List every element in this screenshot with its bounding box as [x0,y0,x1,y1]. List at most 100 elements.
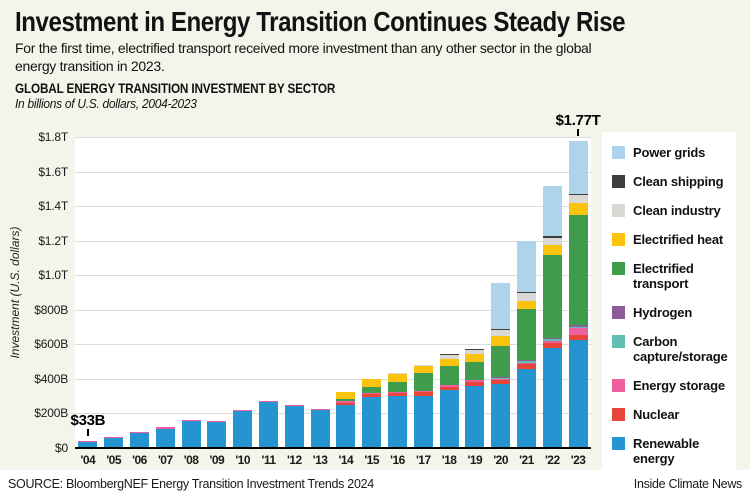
bar-09 [207,420,227,448]
bar-segment-nuclear [388,393,407,397]
bar-segment-electrified-transport [388,382,407,392]
bar-segment-energy-storage [155,427,175,429]
bar-segment-renewable-energy [155,428,175,448]
bar-segment-energy-storage [130,431,149,434]
bar-segment-clean-industry [568,195,588,204]
bar-segment-renewable-energy [517,368,536,448]
bar-segment-electrified-transport [362,386,382,393]
legend-label: Hydrogen [633,305,693,320]
bar-segment-clean-industry [465,349,485,355]
bar-segment-electrified-heat [362,378,382,387]
bar-segment-energy-storage [259,400,278,402]
legend-swatch-icon [612,233,625,246]
y-tick-label: $1.8T [38,130,68,144]
y-tick-label: $600B [34,337,68,352]
y-axis-title: Investment (U.S. dollars) [8,226,22,359]
bar-segment-energy-storage [542,340,562,344]
bar-segment-clean-industry [517,293,536,301]
legend: Power grids Clean shipping Clean industry E… [602,132,736,478]
legend-swatch-icon [612,204,625,217]
bar-segment-clean-shipping [517,292,536,294]
bar-segment-nuclear [413,392,433,396]
bar-04 [78,441,98,448]
x-tick-label: '12 [286,453,302,467]
bar-segment-carbon-capture-storage [491,377,511,379]
x-tick-label: '05 [106,453,122,467]
bar-segment-power-grids [491,282,511,329]
bar-segment-nuclear [517,363,536,369]
bar-segment-clean-industry [388,372,407,374]
annotation-tick [577,128,580,136]
bar-segment-energy-storage [284,404,304,407]
bar-segment-nuclear [336,402,356,406]
bar-segment-hydrogen [517,360,536,362]
bar-07 [155,427,175,448]
bar-segment-energy-storage [181,419,201,422]
legend-label: Electrified heat [633,232,723,247]
bar-segment-electrified-transport [491,346,511,377]
bar-19 [465,348,485,448]
legend-swatch-icon [612,146,625,159]
legend-swatch-icon [612,437,625,450]
bar-segment-power-grids [517,240,536,293]
plot-area [75,137,591,448]
legend-item: Energy storage [612,378,736,393]
bar-segment-electrified-transport [439,366,459,386]
x-tick-label: '19 [467,453,483,467]
bar-segment-nuclear [465,381,485,386]
bar-segment-renewable-energy [568,340,588,448]
bar-16 [388,372,407,448]
bar-segment-electrified-transport [542,255,562,339]
x-tick-label: '16 [390,453,405,467]
legend-label: Renewable energy [633,436,700,466]
bar-segment-renewable-energy [233,410,253,448]
bar-segment-energy-storage [568,328,588,335]
bar-segment-energy-storage [439,385,459,387]
x-axis-line [75,447,591,449]
x-tick-label: '11 [261,453,276,467]
page-subtitle: For the first time, electrified transpor… [15,40,592,74]
bar-segment-energy-storage [413,391,433,393]
bar-segment-hydrogen [568,324,588,327]
bar-segment-clean-industry [413,364,433,367]
x-tick-label: '06 [132,453,147,467]
bar-segment-electrified-heat [542,245,562,256]
legend-label: Power grids [633,145,706,160]
bar-segment-renewable-energy [362,397,382,448]
legend-item: Electrified transport [612,261,736,291]
bar-segment-nuclear [542,343,562,349]
bar-segment-hydrogen [491,376,511,378]
bar-13 [310,408,330,448]
bar-segment-nuclear [568,334,588,341]
bar-segment-electrified-heat [465,354,485,362]
bar-segment-renewable-energy [181,421,201,448]
x-tick-label: '20 [493,453,509,467]
bar-segment-electrified-heat [491,336,511,347]
bar-segment-carbon-capture-storage [542,339,562,341]
bar-segment-clean-shipping [568,194,588,196]
bar-segment-energy-storage [78,441,98,443]
bar-14 [336,391,356,448]
gridline [75,137,591,138]
bar-segment-electrified-transport [517,308,536,361]
x-tick-label: '22 [544,453,560,467]
bar-segment-renewable-energy [130,433,149,448]
legend-swatch-icon [612,335,625,348]
bar-08 [181,419,201,448]
x-tick-label: '13 [312,453,328,467]
x-tick-label: '08 [183,453,199,467]
annotation-label: $33B [70,412,106,430]
y-tick-label: $1.6T [38,164,68,179]
bar-segment-renewable-energy [259,401,278,448]
bar-segment-renewable-energy [491,384,511,448]
legend-label: Nuclear [633,407,680,422]
bar-segment-electrified-transport [413,372,433,392]
legend-label: Electrified transport [633,261,694,291]
bar-segment-electrified-transport [336,399,356,402]
bar-segment-renewable-energy [413,395,433,448]
legend-swatch-icon [612,408,625,421]
bar-segment-carbon-capture-storage [568,326,588,329]
y-tick-label: $1.4T [38,199,68,214]
bar-segment-energy-storage [233,409,253,411]
gridline [75,206,591,208]
